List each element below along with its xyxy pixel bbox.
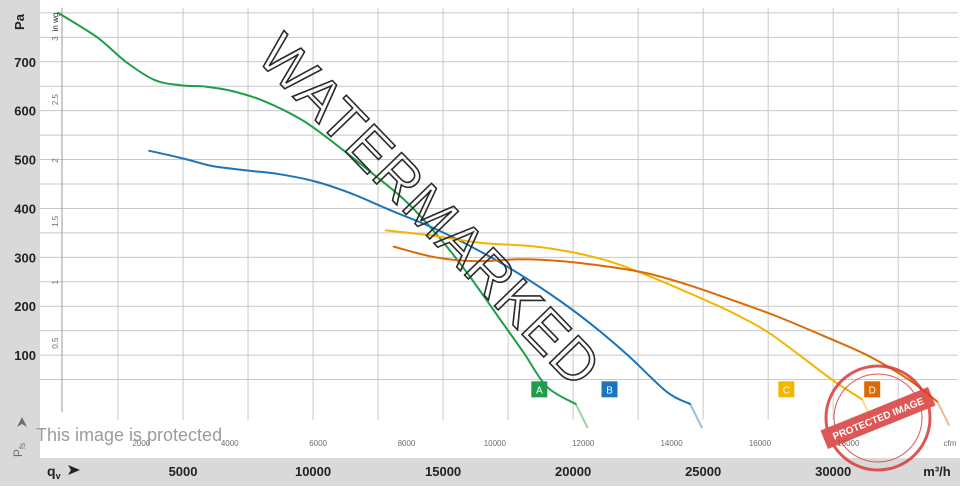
inwg-tick-label: 2	[51, 158, 60, 163]
cfm-tick-label: 14000	[660, 439, 683, 448]
x-tick-label: 25000	[685, 464, 721, 479]
cfm-tick-label: 16000	[749, 439, 772, 448]
x-tick-label: 15000	[425, 464, 461, 479]
y-tick-label: 200	[14, 299, 36, 314]
x-tick-label: 30000	[815, 464, 851, 479]
cfm-axis-unit: cfm	[944, 439, 957, 448]
curve-a-tail	[574, 403, 589, 429]
y-axis-arrow-icon	[17, 417, 27, 427]
badge-a	[531, 381, 548, 398]
y-tick-label: 600	[14, 104, 36, 119]
y-tick-label: 100	[14, 348, 36, 363]
inwg-tick-label: 1	[51, 279, 60, 284]
badge-label-d: D	[869, 385, 876, 396]
badge-d	[864, 381, 881, 398]
cfm-tick-label: 2000	[132, 439, 150, 448]
curve-d-tail	[936, 401, 951, 427]
watermark-protected-text: This image is protected	[36, 425, 222, 445]
badge-b	[601, 381, 618, 398]
bottom-axis-band	[0, 458, 960, 486]
curve-c	[384, 229, 863, 401]
badge-label-a: A	[536, 385, 543, 396]
inwg-tick-label: 3	[51, 36, 60, 41]
inwg-tick-label: 0.5	[51, 337, 60, 349]
left-axis-band	[0, 0, 40, 486]
x-axis-unit: m³/h	[923, 464, 951, 479]
curve-a	[57, 11, 577, 405]
y-tick-label: 500	[14, 153, 36, 168]
curve-d	[392, 245, 939, 403]
y-axis-unit: Pa	[12, 13, 27, 30]
cfm-tick-label: 12000	[572, 439, 595, 448]
badge-label-b: B	[606, 385, 613, 396]
curve-b-tail	[689, 403, 704, 429]
curves	[57, 11, 951, 429]
plot-background	[40, 8, 958, 454]
cfm-tick-label: 6000	[309, 439, 327, 448]
cfm-tick-label: 18000	[837, 439, 860, 448]
cfm-tick-label: 10000	[484, 439, 507, 448]
x-tick-label: 10000	[295, 464, 331, 479]
badge-label-c: C	[783, 385, 790, 396]
inwg-axis-unit: in wg	[51, 13, 60, 32]
x-tick-label: 20000	[555, 464, 591, 479]
y-tick-label: 400	[14, 201, 36, 216]
cfm-tick-label: 8000	[398, 439, 416, 448]
badge-c	[778, 381, 795, 398]
x-axis-arrow-icon	[68, 465, 80, 475]
axis-labels: 100 200 300 400 500 600 700 Pa 0.5 1 1.5 2 2.5 3 in wg…	[11, 13, 957, 481]
y-tick-label: 700	[14, 55, 36, 70]
inwg-tick-label: 2.5	[51, 93, 60, 105]
curve-b	[148, 149, 692, 405]
cfm-tick-label: 4000	[221, 439, 239, 448]
x-tick-label: 5000	[169, 464, 198, 479]
curve-badges: A B C D	[531, 381, 881, 398]
grid-lines	[40, 8, 958, 420]
inwg-tick-label: 1.5	[51, 215, 60, 227]
y-tick-label: 300	[14, 250, 36, 265]
